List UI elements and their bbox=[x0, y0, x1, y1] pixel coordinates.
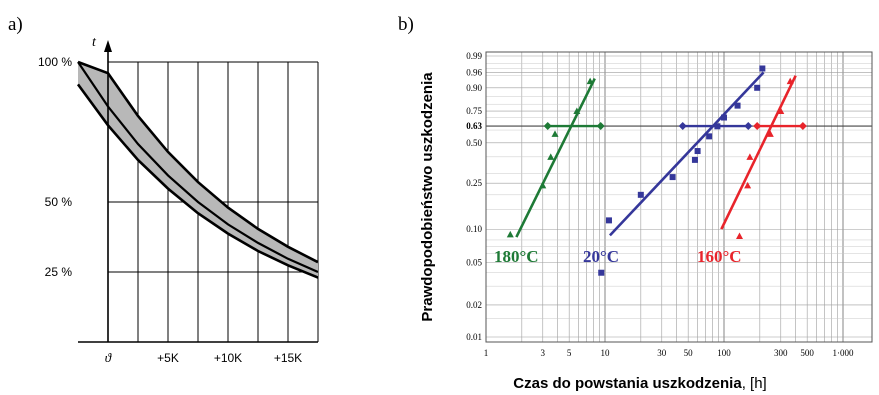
panel-b-y-tick-label: 0.50 bbox=[466, 138, 482, 148]
panel-a-axes bbox=[78, 40, 318, 343]
panel-a-lifetime-band bbox=[76, 60, 319, 279]
panel-b-y-tick-label: 0.75 bbox=[466, 106, 482, 116]
panel-b-data-point bbox=[746, 153, 754, 160]
panel-b-data-point bbox=[586, 77, 594, 85]
panel-a-y-tick-label: 50 % bbox=[45, 195, 73, 209]
panel-b-data-point bbox=[777, 107, 785, 115]
panel-b-series: 180°C 20°C 160°C bbox=[494, 65, 807, 276]
panel-b-series-0: 180°C bbox=[494, 77, 605, 266]
panel-b-fit-line bbox=[720, 75, 797, 230]
panel-b-interval-end-marker bbox=[798, 122, 807, 131]
panel-a-x-tick-label: +5K bbox=[157, 351, 179, 365]
panel-b-data-point bbox=[691, 156, 698, 163]
panel-b-x-axis-label: Czas do powstania uszkodzenia, [h] bbox=[513, 375, 766, 392]
panel-b-data-point bbox=[714, 123, 721, 130]
panel-b-x-tick-label: 3 bbox=[541, 348, 546, 358]
panel-b-series-label: 160°C bbox=[697, 247, 742, 266]
panel-b-data-point bbox=[547, 153, 555, 160]
panel-b-data-point bbox=[694, 148, 701, 155]
panel-b-series-label: 20°C bbox=[583, 247, 619, 266]
panel-b-y-tick-label: 0.96 bbox=[466, 67, 482, 77]
panel-b-data-point bbox=[734, 102, 741, 109]
panel-b-y-tick-label: 0.02 bbox=[466, 300, 482, 310]
panel-b-data-point bbox=[605, 217, 612, 224]
panel-a-x-origin-symbol: ϑ bbox=[105, 350, 112, 365]
panel-b-y-tick-label: 0.99 bbox=[466, 51, 482, 61]
panel-b-data-point bbox=[551, 130, 559, 137]
panel-b-series-1: 20°C bbox=[583, 65, 766, 276]
panel-b-frame bbox=[485, 51, 873, 343]
panel-a-y-axis-arrow bbox=[104, 40, 112, 52]
panel-b-data-point bbox=[706, 133, 713, 140]
panel-b-y-tick-label: 0.63 bbox=[466, 121, 482, 131]
panel-b-data-point bbox=[736, 232, 744, 239]
panel-b-data-point bbox=[506, 230, 514, 238]
panel-b-data-point bbox=[759, 65, 766, 72]
panel-b-grid bbox=[485, 52, 872, 342]
panel-b-weibull-chart: b) 0.990.960.900.750.630.500.250.100.050… bbox=[398, 14, 873, 392]
panel-a-x-tick-label: +10K bbox=[214, 351, 242, 365]
panel-a-tick-labels: 100 % 50 % 25 % +5K +10K +15K bbox=[38, 55, 302, 365]
panel-b-y-tick-label: 0.25 bbox=[466, 178, 482, 188]
panel-a-x-tick-label: +15K bbox=[274, 351, 302, 365]
panel-b-interval-end-marker bbox=[744, 122, 753, 131]
panel-b-data-point bbox=[721, 114, 727, 121]
panel-a-temperature-life-chart: a) t ϑ 100 % 50 % 25 % +5K +10K +15K bbox=[8, 14, 319, 365]
panel-b-series-2: 160°C bbox=[697, 75, 807, 266]
panel-b-y-tick-label: 0.10 bbox=[466, 224, 482, 234]
panel-a-y-tick-label: 25 % bbox=[45, 265, 73, 279]
panel-b-interval-end-marker bbox=[753, 122, 762, 131]
panel-b-x-tick-label: 50 bbox=[684, 348, 694, 358]
panel-b-fit-line bbox=[515, 78, 596, 238]
panel-b-x-tick-label: 30 bbox=[657, 348, 667, 358]
panel-a-y-axis-symbol: t bbox=[92, 35, 97, 50]
panel-b-data-point bbox=[766, 130, 774, 137]
panel-b-x-tick-label: 5 bbox=[567, 348, 572, 358]
panel-b-plot-area bbox=[486, 52, 872, 342]
panel-a-band-upper-curve bbox=[77, 60, 319, 264]
panel-b-data-point bbox=[573, 107, 581, 115]
panel-b-x-tick-label: 300 bbox=[774, 348, 788, 358]
panel-b-y-tick-labels: 0.99 0.96 0.90 0.75 0.63 0.50 0.25 0.10 0.05 0.02… bbox=[466, 51, 482, 342]
panel-b-x-tick-label: 500 bbox=[800, 348, 814, 358]
panel-b-data-point bbox=[754, 84, 761, 91]
panel-a-grid bbox=[107, 61, 319, 342]
panel-b-x-axis-label-main: Czas do powstania uszkodzenia bbox=[513, 375, 742, 392]
panel-a-y-tick-label: 100 % bbox=[38, 55, 72, 69]
panel-b-data-point bbox=[669, 174, 676, 181]
panel-b-fit-line bbox=[608, 71, 765, 237]
panel-b-y-tick-label: 0.05 bbox=[466, 257, 482, 267]
panel-b-y-tick-label: 0.90 bbox=[466, 83, 482, 93]
panel-b-interval-end-marker bbox=[678, 122, 687, 131]
panel-a-band-lower-curve bbox=[76, 83, 319, 279]
panel-a-band-center-curve bbox=[77, 61, 319, 274]
panel-b-interval-end-marker bbox=[596, 122, 605, 131]
panel-b-plot-frame bbox=[485, 51, 873, 343]
panel-b-x-axis-label-unit: , [h] bbox=[742, 375, 767, 392]
panel-a-band-area bbox=[78, 62, 318, 278]
panel-b-y-axis-label: Prawdopodobieństwo uszkodzenia bbox=[419, 72, 436, 322]
panel-b-data-point bbox=[539, 181, 547, 189]
panel-b-y-tick-label: 0.01 bbox=[466, 332, 482, 342]
panel-b-x-tick-labels: 1 3 5 10 30 50 100 300 500 1·000 bbox=[484, 348, 854, 358]
panel-b-interval-end-marker bbox=[543, 122, 552, 131]
panel-b-x-tick-label: 10 bbox=[601, 348, 611, 358]
panel-b-x-tick-label: 1·000 bbox=[833, 348, 854, 358]
panel-b-data-point bbox=[598, 269, 605, 276]
panel-b-x-tick-label: 1 bbox=[484, 348, 489, 358]
panel-b-data-point bbox=[786, 77, 794, 85]
panel-b-series-label: 180°C bbox=[494, 247, 539, 266]
panel-b-x-tick-label: 100 bbox=[717, 348, 731, 358]
panel-b-letter: b) bbox=[398, 14, 414, 35]
panel-b-data-point bbox=[744, 181, 752, 189]
panel-b-data-point bbox=[637, 191, 644, 198]
panel-a-letter: a) bbox=[8, 14, 23, 35]
